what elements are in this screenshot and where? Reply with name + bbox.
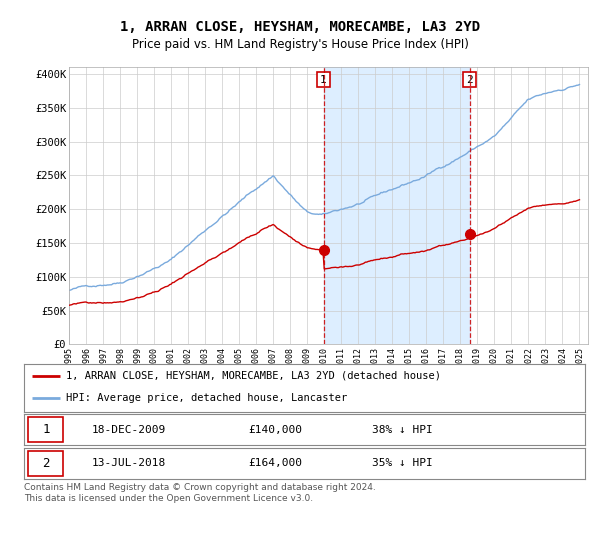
Text: £140,000: £140,000: [248, 425, 302, 435]
Text: 1, ARRAN CLOSE, HEYSHAM, MORECAMBE, LA3 2YD: 1, ARRAN CLOSE, HEYSHAM, MORECAMBE, LA3 …: [120, 20, 480, 34]
Bar: [28, 451, 63, 475]
Text: 1: 1: [320, 74, 327, 85]
Text: £164,000: £164,000: [248, 459, 302, 468]
Text: 2: 2: [466, 74, 473, 85]
Text: 38% ↓ HPI: 38% ↓ HPI: [372, 425, 433, 435]
Text: 1: 1: [42, 423, 50, 436]
Text: 2: 2: [42, 457, 50, 470]
Text: 13-JUL-2018: 13-JUL-2018: [91, 459, 166, 468]
Text: 1, ARRAN CLOSE, HEYSHAM, MORECAMBE, LA3 2YD (detached house): 1, ARRAN CLOSE, HEYSHAM, MORECAMBE, LA3 …: [66, 371, 441, 381]
Text: HPI: Average price, detached house, Lancaster: HPI: Average price, detached house, Lanc…: [66, 393, 347, 403]
Bar: [28, 418, 63, 442]
Text: 35% ↓ HPI: 35% ↓ HPI: [372, 459, 433, 468]
Text: Contains HM Land Registry data © Crown copyright and database right 2024.
This d: Contains HM Land Registry data © Crown c…: [24, 483, 376, 503]
Text: 18-DEC-2009: 18-DEC-2009: [91, 425, 166, 435]
Bar: [323, 67, 470, 344]
Text: Price paid vs. HM Land Registry's House Price Index (HPI): Price paid vs. HM Land Registry's House …: [131, 38, 469, 51]
